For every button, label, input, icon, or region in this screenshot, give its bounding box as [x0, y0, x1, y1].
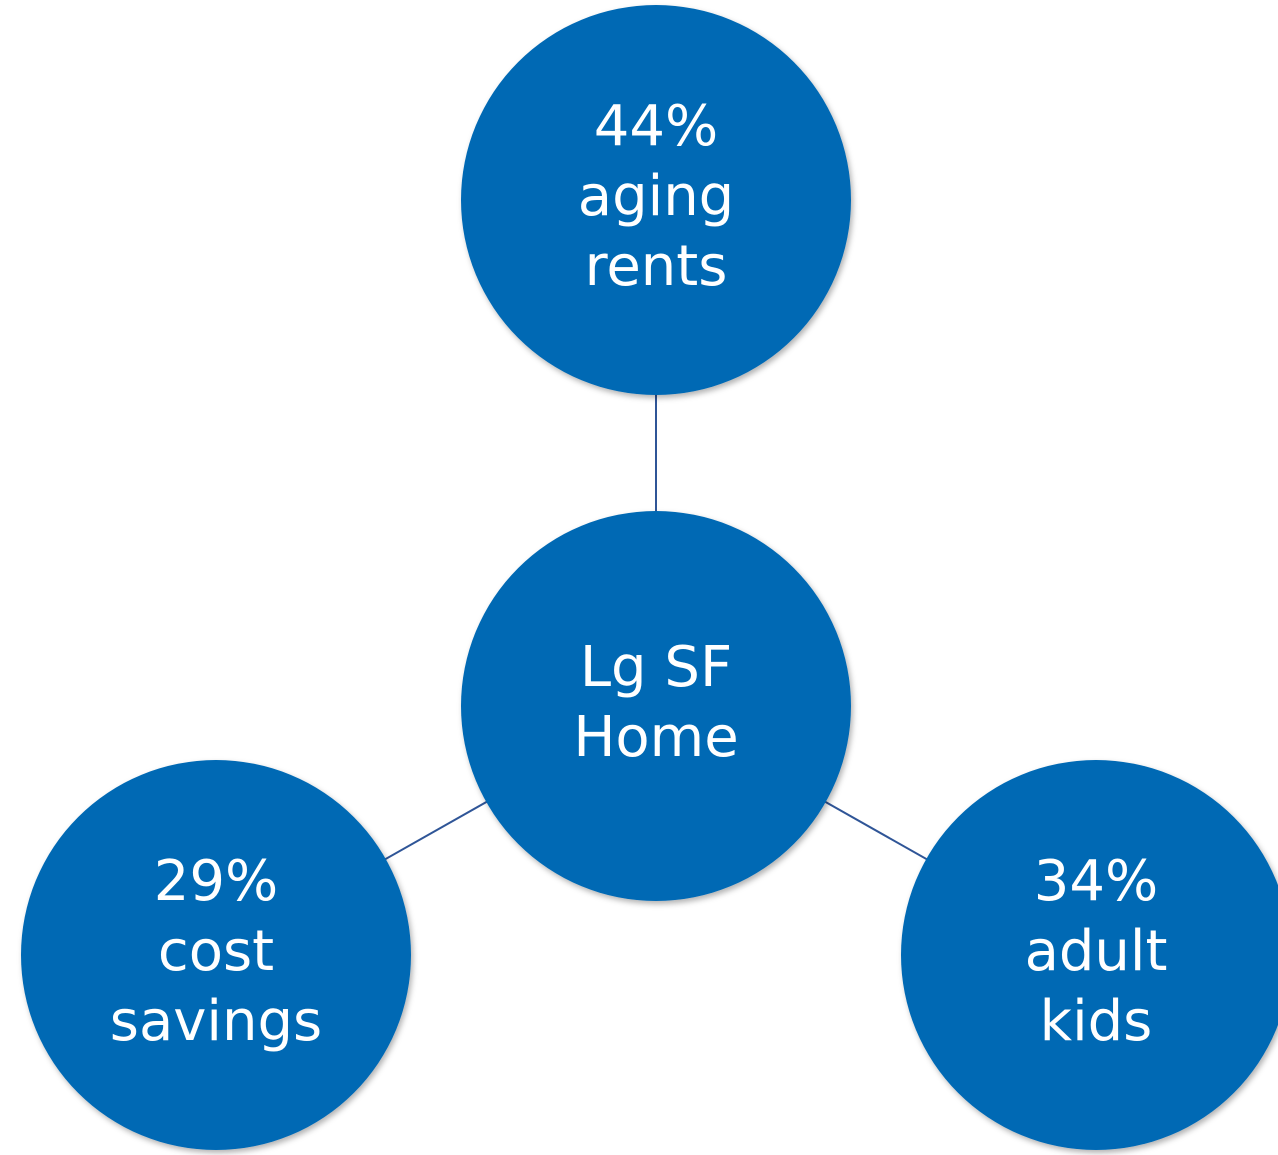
center-node-label: Lg SF	[580, 635, 732, 700]
outer-node-label: aging	[578, 164, 734, 229]
outer-node-label: 29%	[154, 849, 278, 914]
outer-node-label: savings	[110, 989, 322, 1054]
outer-node-label: 34%	[1034, 849, 1158, 914]
outer-node-label: adult	[1025, 919, 1168, 984]
outer-node	[461, 5, 851, 395]
outer-node-label: 44%	[594, 94, 718, 159]
center-node	[461, 511, 851, 901]
outer-node-label: cost	[158, 919, 274, 984]
outer-node	[901, 760, 1278, 1150]
center-node-label: Home	[573, 705, 738, 770]
outer-node-label: rents	[585, 234, 728, 299]
outer-node-label: kids	[1040, 989, 1153, 1054]
outer-node	[21, 760, 411, 1150]
